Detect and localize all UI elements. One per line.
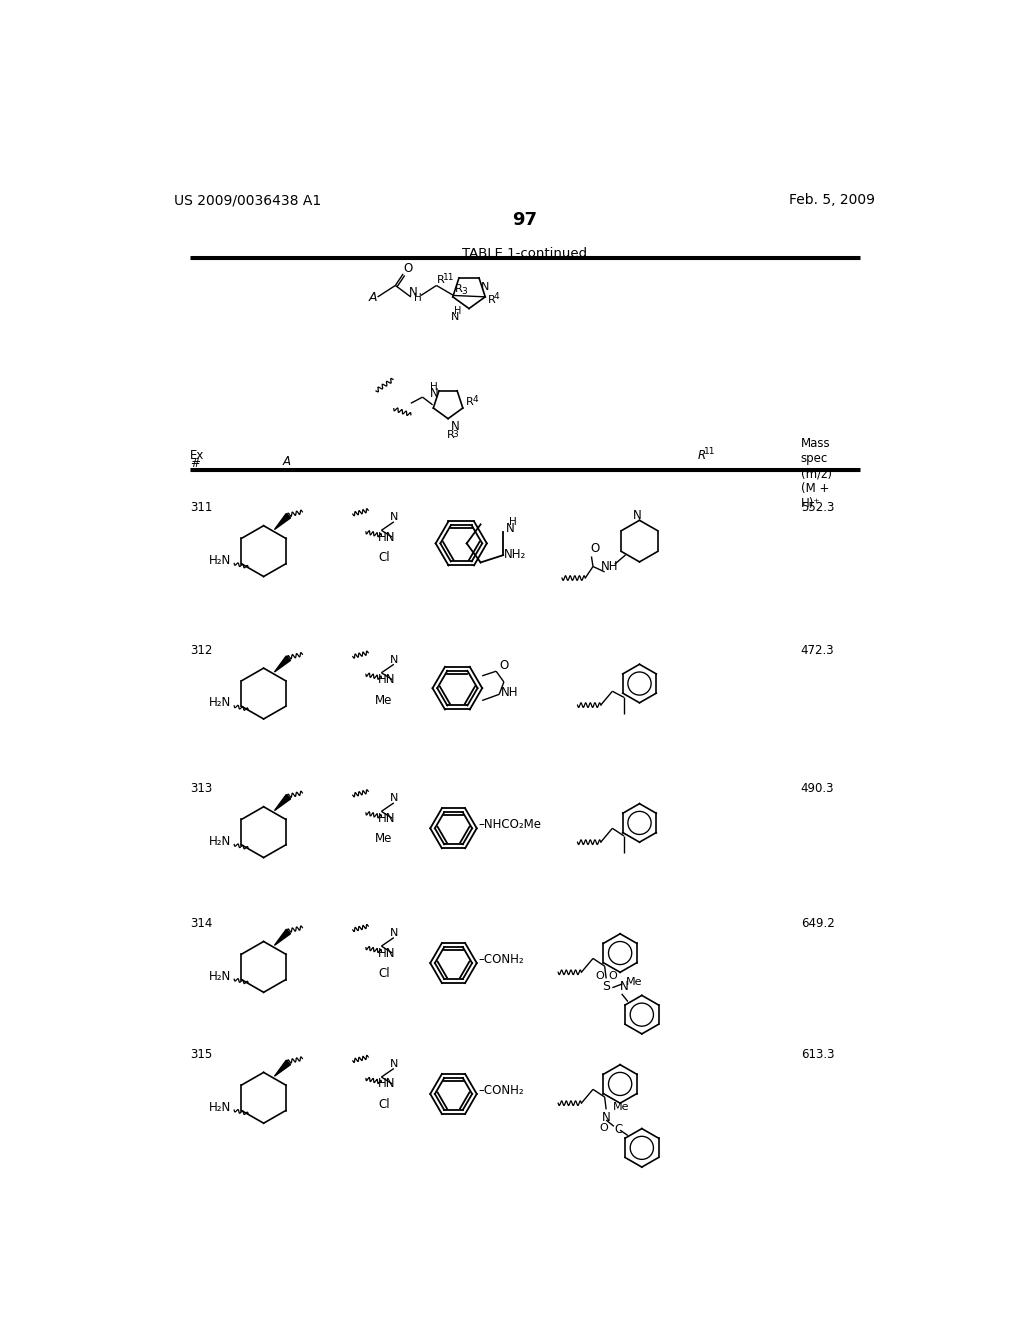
Text: C: C xyxy=(614,1123,623,1137)
Text: R: R xyxy=(455,284,463,294)
Text: O: O xyxy=(596,972,604,981)
Text: N: N xyxy=(390,928,398,939)
Text: HN: HN xyxy=(378,673,396,686)
Text: N: N xyxy=(390,655,398,665)
Text: H: H xyxy=(454,306,461,317)
Text: 311: 311 xyxy=(190,502,212,513)
Text: R: R xyxy=(487,294,496,305)
Text: N: N xyxy=(506,521,514,535)
Text: O: O xyxy=(403,261,413,275)
Text: N: N xyxy=(390,1059,398,1069)
Text: Cl: Cl xyxy=(378,1098,389,1111)
Text: H: H xyxy=(414,293,422,302)
Text: H₂N: H₂N xyxy=(209,834,230,847)
Text: O: O xyxy=(500,659,509,672)
Text: Cl: Cl xyxy=(378,552,389,564)
Polygon shape xyxy=(274,1060,291,1076)
Text: N: N xyxy=(430,387,438,400)
Text: 313: 313 xyxy=(190,781,212,795)
Text: NH: NH xyxy=(601,560,618,573)
Text: NH₂: NH₂ xyxy=(504,548,526,561)
Text: R: R xyxy=(446,430,455,440)
Text: Feb. 5, 2009: Feb. 5, 2009 xyxy=(790,193,876,207)
Text: A: A xyxy=(369,290,377,304)
Text: 552.3: 552.3 xyxy=(801,502,835,513)
Text: H₂N: H₂N xyxy=(209,554,230,566)
Text: HN: HN xyxy=(378,946,396,960)
Text: 97: 97 xyxy=(512,211,538,228)
Text: S: S xyxy=(602,979,610,993)
Text: TABLE 1-continued: TABLE 1-continued xyxy=(462,247,588,260)
Text: HN: HN xyxy=(378,812,396,825)
Text: N: N xyxy=(480,281,488,292)
Text: 315: 315 xyxy=(190,1048,212,1061)
Text: 3: 3 xyxy=(453,430,459,440)
Text: N: N xyxy=(633,510,642,523)
Text: –CONH₂: –CONH₂ xyxy=(478,1084,524,1097)
Text: O: O xyxy=(590,543,599,556)
Text: N: N xyxy=(452,313,460,322)
Text: 312: 312 xyxy=(190,644,212,656)
Text: H₂N: H₂N xyxy=(209,696,230,709)
Text: HN: HN xyxy=(378,531,396,544)
Text: N: N xyxy=(409,286,418,298)
Text: 3: 3 xyxy=(461,288,467,296)
Text: 490.3: 490.3 xyxy=(801,781,835,795)
Text: A: A xyxy=(283,455,291,467)
Text: Me: Me xyxy=(612,1102,629,1111)
Text: Me: Me xyxy=(375,832,392,845)
Text: 472.3: 472.3 xyxy=(801,644,835,656)
Text: 649.2: 649.2 xyxy=(801,917,835,929)
Text: R: R xyxy=(436,275,444,285)
Text: #: # xyxy=(190,457,200,470)
Text: 11: 11 xyxy=(703,447,716,457)
Text: 4: 4 xyxy=(472,395,478,404)
Text: Mass
spec
(m/z)
(M +
H)⁺: Mass spec (m/z) (M + H)⁺ xyxy=(801,437,831,510)
Text: 11: 11 xyxy=(442,273,455,282)
Text: HN: HN xyxy=(378,1077,396,1090)
Text: N: N xyxy=(602,1111,610,1123)
Polygon shape xyxy=(274,513,291,529)
Text: N: N xyxy=(390,793,398,804)
Text: 4: 4 xyxy=(494,292,500,301)
Text: O: O xyxy=(609,972,617,981)
Text: Me: Me xyxy=(627,977,643,986)
Polygon shape xyxy=(274,656,291,672)
Text: H₂N: H₂N xyxy=(209,970,230,982)
Text: Cl: Cl xyxy=(378,966,389,979)
Text: 314: 314 xyxy=(190,917,212,929)
Text: Me: Me xyxy=(375,693,392,706)
Text: US 2009/0036438 A1: US 2009/0036438 A1 xyxy=(174,193,322,207)
Text: O: O xyxy=(599,1123,607,1133)
Text: NH: NH xyxy=(501,685,518,698)
Text: –CONH₂: –CONH₂ xyxy=(478,953,524,966)
Text: 613.3: 613.3 xyxy=(801,1048,835,1061)
Text: Ex: Ex xyxy=(190,449,205,462)
Text: H: H xyxy=(509,517,516,527)
Polygon shape xyxy=(274,929,291,945)
Text: R: R xyxy=(697,449,706,462)
Text: H₂N: H₂N xyxy=(209,1101,230,1114)
Text: R: R xyxy=(466,397,474,407)
Text: –NHCO₂Me: –NHCO₂Me xyxy=(478,818,542,832)
Text: N: N xyxy=(451,420,459,433)
Polygon shape xyxy=(274,795,291,810)
Text: N: N xyxy=(390,512,398,523)
Text: H: H xyxy=(430,381,438,392)
Text: N: N xyxy=(621,979,629,993)
